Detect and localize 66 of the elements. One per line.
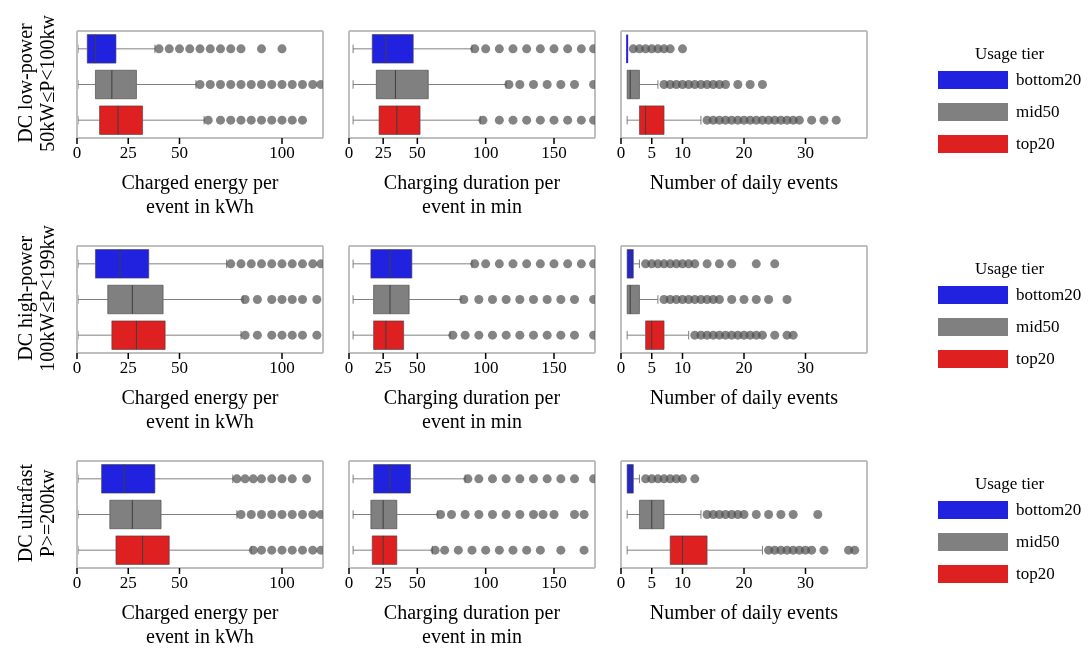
legend-label: bottom20 [1016,500,1082,520]
x-tick-label: 150 [541,143,567,163]
x-tick-label: 30 [797,573,814,593]
x-tick-label: 0 [344,573,354,593]
legend-label: mid50 [1016,317,1060,337]
legend-label: bottom20 [1016,70,1082,90]
x-tick-label: 25 [374,143,392,163]
x-tick-label: 100 [472,573,499,593]
x-tick-label: 100 [472,143,499,163]
x-tick-label: 0 [616,573,626,593]
x-axis-title: Charging duration per event in min [383,170,561,218]
legend-title: Usage tier [973,44,1046,64]
x-tick-label: 0 [344,358,354,378]
x-tick-label: 25 [374,573,392,593]
x-tick-label: 0 [344,143,354,163]
legend-label: bottom20 [1016,285,1082,305]
x-tick-label: 100 [269,143,295,163]
x-tick-label: 20 [735,573,753,593]
x-tick-label: 50 [171,143,188,163]
legend-title: Usage tier [973,259,1046,279]
x-tick-label: 50 [171,358,188,378]
x-axis-title: Charged energy per event in kWh [121,600,279,648]
legend-label: top20 [1016,564,1055,584]
x-tick-label: 25 [119,143,137,163]
legend-label: top20 [1016,349,1055,369]
x-tick-label: 50 [408,143,426,163]
x-tick-label: 0 [72,573,82,593]
x-tick-label: 25 [374,358,392,378]
x-tick-label: 10 [674,143,691,163]
y-axis-title: DC low-power 50kW≤P<100kw [14,15,58,152]
x-tick-label: 50 [408,358,426,378]
x-tick-label: 10 [674,573,691,593]
legend-label: mid50 [1016,102,1060,122]
x-tick-label: 100 [269,573,295,593]
x-tick-label: 0 [72,358,82,378]
x-axis-title: Charging duration per event in min [383,600,561,648]
x-axis-title: Number of daily events [649,170,839,194]
x-tick-label: 150 [541,573,567,593]
x-tick-label: 5 [647,358,656,378]
x-axis-title: Charging duration per event in min [383,385,561,433]
x-tick-label: 50 [171,573,188,593]
x-tick-label: 25 [119,358,137,378]
x-tick-label: 20 [735,358,753,378]
x-axis-title: Charged energy per event in kWh [121,385,279,433]
legend-label: top20 [1016,134,1055,154]
y-axis-title: DC high-power 100kW≤P<199kw [14,225,58,372]
x-tick-label: 50 [408,573,426,593]
x-tick-label: 25 [119,573,137,593]
x-axis-title: Number of daily events [649,385,839,409]
y-axis-title: DC ultrafast P>=200kw [14,464,58,563]
x-tick-label: 0 [616,358,626,378]
x-axis-title: Charged energy per event in kWh [121,170,279,218]
x-tick-label: 5 [647,573,656,593]
legend-title: Usage tier [973,474,1046,494]
x-tick-label: 100 [269,358,295,378]
x-tick-label: 10 [674,358,691,378]
x-tick-label: 30 [797,143,814,163]
x-tick-label: 100 [472,358,499,378]
x-tick-label: 0 [616,143,626,163]
legend-label: mid50 [1016,532,1060,552]
x-tick-label: 150 [541,358,567,378]
x-axis-title: Number of daily events [649,600,839,624]
x-tick-label: 20 [735,143,753,163]
x-tick-label: 0 [72,143,82,163]
x-tick-label: 5 [647,143,656,163]
x-tick-label: 30 [797,358,814,378]
